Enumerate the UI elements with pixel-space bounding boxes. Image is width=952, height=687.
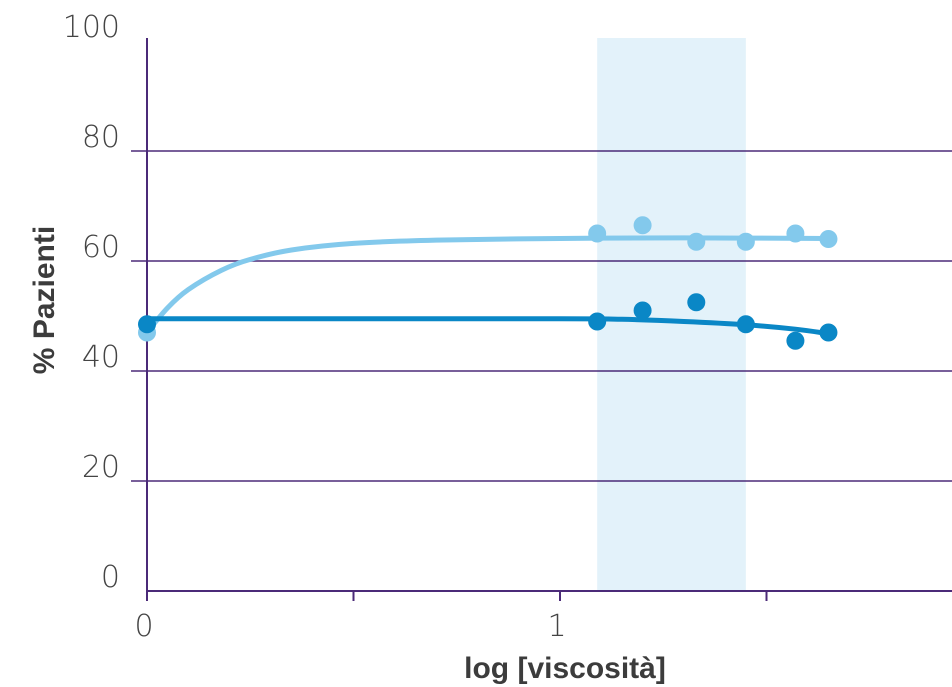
y-tick-label: 20 — [82, 450, 120, 485]
y-tick-label: 80 — [82, 120, 120, 155]
data-points — [138, 216, 838, 350]
data-point-series-2 — [138, 315, 156, 334]
data-point-series-1 — [819, 230, 838, 248]
axes — [146, 38, 952, 592]
data-point-series-2 — [633, 301, 652, 320]
data-point-series-1 — [588, 224, 607, 243]
x-axis-title: log [viscosità] — [464, 652, 666, 685]
data-point-series-2 — [588, 312, 607, 331]
y-tick-label: 0 — [101, 560, 120, 595]
y-tick-label: 60 — [82, 230, 120, 265]
data-point-series-2 — [786, 331, 805, 350]
gridlines — [131, 150, 952, 482]
highlight-band-layer — [597, 38, 746, 591]
data-point-series-1 — [736, 232, 755, 251]
ticks: 020406080100012 — [63, 10, 768, 644]
y-axis-title: % Pazienti — [28, 226, 61, 374]
data-point-series-1 — [786, 224, 805, 243]
fit-curves — [144, 235, 831, 337]
data-point-series-2 — [736, 315, 755, 334]
fit-curve-series-1 — [144, 235, 831, 335]
data-point-series-1 — [633, 216, 652, 235]
fit-curve-series-2 — [144, 316, 831, 337]
data-point-series-2 — [819, 323, 838, 342]
highlight-band — [597, 38, 746, 591]
x-tick-label: 0 — [134, 609, 153, 644]
y-tick-label: 40 — [82, 340, 120, 375]
data-point-series-1 — [687, 232, 706, 251]
x-tick-label: 1 — [547, 609, 566, 644]
y-tick-label: 100 — [63, 10, 120, 45]
data-point-series-2 — [687, 293, 706, 312]
